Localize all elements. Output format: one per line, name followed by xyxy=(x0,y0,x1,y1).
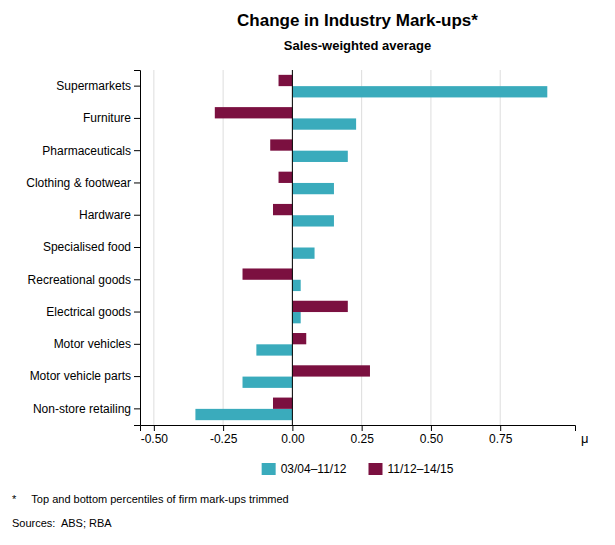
y-tick: Pharmaceuticals xyxy=(42,144,140,158)
y-tick: Motor vehicle parts xyxy=(30,369,140,383)
y-tick: Motor vehicles xyxy=(54,337,140,351)
y-axis: Supermarkets Furniture Pharmaceuticals Clot… xyxy=(26,71,140,426)
legend-item: 11/12–14/15 xyxy=(369,462,454,476)
x-axis: -0.50 -0.25 0.00 0.25 0.50 0.75 xyxy=(141,425,576,446)
y-tick-mark xyxy=(134,150,140,151)
y-tick-label: Electrical goods xyxy=(46,305,131,319)
bar xyxy=(273,398,292,409)
bar xyxy=(292,333,306,344)
y-tick: Clothing & footwear xyxy=(26,176,140,190)
bar xyxy=(292,248,314,259)
y-tick-label: Pharmaceuticals xyxy=(42,144,131,158)
y-tick-mark xyxy=(134,215,140,216)
y-tick-mark xyxy=(134,279,140,280)
bar xyxy=(292,86,547,97)
y-tick-mark xyxy=(134,247,140,248)
x-tick-mark xyxy=(154,425,155,431)
y-tick: Non-store retailing xyxy=(33,402,140,416)
y-tick-mark xyxy=(134,86,140,87)
x-label: μ xyxy=(581,431,589,446)
bar xyxy=(215,107,293,118)
legend-swatch xyxy=(262,463,276,475)
x-tick: -0.25 xyxy=(210,425,238,446)
x-tick-label: 0.50 xyxy=(420,432,444,446)
y-tick: Hardware xyxy=(79,208,140,222)
bar xyxy=(292,151,347,162)
x-tick: 0.75 xyxy=(489,425,513,446)
bar xyxy=(292,183,334,194)
bar xyxy=(292,365,370,376)
y-tick-mark xyxy=(134,376,140,377)
x-tick: 0.25 xyxy=(350,425,374,446)
y-tick-mark xyxy=(134,408,140,409)
bar xyxy=(279,75,293,86)
grid-line xyxy=(292,70,293,425)
y-tick: Specialised food xyxy=(43,240,140,254)
subtitle: Sales-weighted average xyxy=(284,38,431,53)
bar xyxy=(273,204,292,215)
y-tick-label: Specialised food xyxy=(43,240,131,254)
y-tick: Recreational goods xyxy=(28,273,140,287)
x-tick-label: -0.25 xyxy=(210,432,238,446)
bars xyxy=(195,75,547,420)
grid-line xyxy=(430,70,431,425)
x-tick-mark xyxy=(500,425,501,431)
y-axis-line xyxy=(134,71,141,426)
grid-line xyxy=(223,70,224,425)
y-tick: Supermarkets xyxy=(56,79,140,93)
x-tick-label: 0.75 xyxy=(489,432,513,446)
legend-label: 03/04–11/12 xyxy=(281,462,347,476)
bar xyxy=(279,172,293,183)
y-tick-label: Supermarkets xyxy=(56,79,131,93)
bar xyxy=(292,215,334,226)
legend: 03/04–11/12 11/12–14/15 xyxy=(262,462,454,476)
y-tick-label: Motor vehicle parts xyxy=(30,369,131,383)
x-tick-label: 0.00 xyxy=(281,432,305,446)
y-tick-label: Hardware xyxy=(79,208,131,222)
annotation: Sources: ABS; RBA xyxy=(12,517,112,529)
x-tick: 0.00 xyxy=(281,425,305,446)
y-tick-label: Motor vehicles xyxy=(54,337,131,351)
x-tick: 0.50 xyxy=(420,425,444,446)
x-tick-mark xyxy=(362,425,363,431)
y-tick-mark xyxy=(134,182,140,183)
grid-line xyxy=(500,70,501,425)
y-tick: Electrical goods xyxy=(46,305,140,319)
bar xyxy=(292,312,300,323)
bar xyxy=(243,377,293,388)
legend-label: 11/12–14/15 xyxy=(388,462,454,476)
legend-item: 03/04–11/12 xyxy=(262,462,347,476)
x-tick-mark xyxy=(431,425,432,431)
bar xyxy=(195,409,292,420)
zero-line xyxy=(292,70,293,425)
x-tick-label: 0.25 xyxy=(350,432,374,446)
y-tick-mark xyxy=(134,312,140,313)
x-tick-mark xyxy=(223,425,224,431)
grid-line xyxy=(153,70,154,425)
y-tick-label: Recreational goods xyxy=(28,273,131,287)
bar xyxy=(292,301,347,312)
bar xyxy=(243,268,293,279)
bar xyxy=(292,118,356,129)
bar xyxy=(292,280,300,291)
x-tick-label: -0.50 xyxy=(141,432,169,446)
grid xyxy=(154,70,500,425)
bar xyxy=(256,344,292,355)
y-tick-label: Furniture xyxy=(83,111,131,125)
y-tick: Furniture xyxy=(83,111,140,125)
title: Change in Industry Mark-ups* xyxy=(237,11,478,30)
legend-swatch xyxy=(369,463,383,475)
y-tick-mark xyxy=(134,118,140,119)
bar xyxy=(270,139,292,150)
x-tick-mark xyxy=(292,425,293,431)
annotation: * Top and bottom percentiles of firm mar… xyxy=(12,493,289,505)
x-axis-line xyxy=(141,426,576,432)
chart: -0.50 -0.25 0.00 0.25 0.50 0.75 Supermarkets Fu… xyxy=(0,0,615,545)
x-tick: -0.50 xyxy=(141,425,169,446)
y-tick-mark xyxy=(134,344,140,345)
y-tick-label: Non-store retailing xyxy=(33,402,131,416)
y-tick-label: Clothing & footwear xyxy=(26,176,131,190)
